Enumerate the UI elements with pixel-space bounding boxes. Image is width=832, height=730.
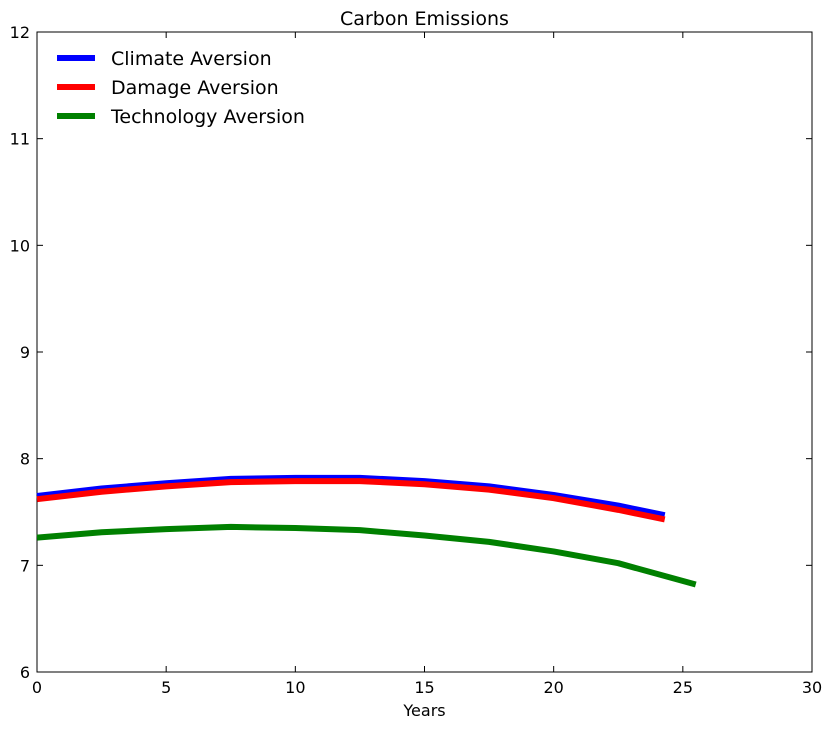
x-tick-label: 0 bbox=[32, 678, 42, 697]
legend: Climate Aversion Damage Aversion Technolog… bbox=[57, 48, 305, 128]
x-tick-label: 25 bbox=[673, 678, 693, 697]
legend-label-climate-aversion: Climate Aversion bbox=[111, 48, 272, 70]
series-line-damage-aversion bbox=[36, 478, 666, 523]
y-tick-label: 9 bbox=[20, 343, 30, 362]
axis-ticks: 0 5 10 15 20 25 30 6 7 8 9 10 11 12 bbox=[10, 23, 823, 697]
x-tick-label: 5 bbox=[161, 678, 171, 697]
plot-border bbox=[36, 31, 813, 673]
y-tick-label: 12 bbox=[10, 23, 30, 42]
legend-label-damage-aversion: Damage Aversion bbox=[111, 77, 279, 99]
series-line-climate-aversion bbox=[36, 474, 666, 519]
series-line-technology-aversion bbox=[36, 523, 697, 588]
chart-title: Carbon Emissions bbox=[340, 8, 509, 30]
x-tick-label: 15 bbox=[414, 678, 434, 697]
y-tick-label: 7 bbox=[20, 556, 30, 575]
x-tick-label: 10 bbox=[285, 678, 305, 697]
y-tick-label: 11 bbox=[10, 130, 30, 149]
x-tick-label: 20 bbox=[543, 678, 563, 697]
legend-label-technology-aversion: Technology Aversion bbox=[110, 106, 305, 128]
y-tick-label: 8 bbox=[20, 450, 30, 469]
y-tick-label: 6 bbox=[20, 663, 30, 682]
x-axis-label: Years bbox=[402, 701, 445, 720]
y-tick-label: 10 bbox=[10, 236, 30, 255]
plot-frame bbox=[36, 31, 813, 673]
series-lines bbox=[36, 474, 697, 588]
x-tick-label: 30 bbox=[802, 678, 822, 697]
